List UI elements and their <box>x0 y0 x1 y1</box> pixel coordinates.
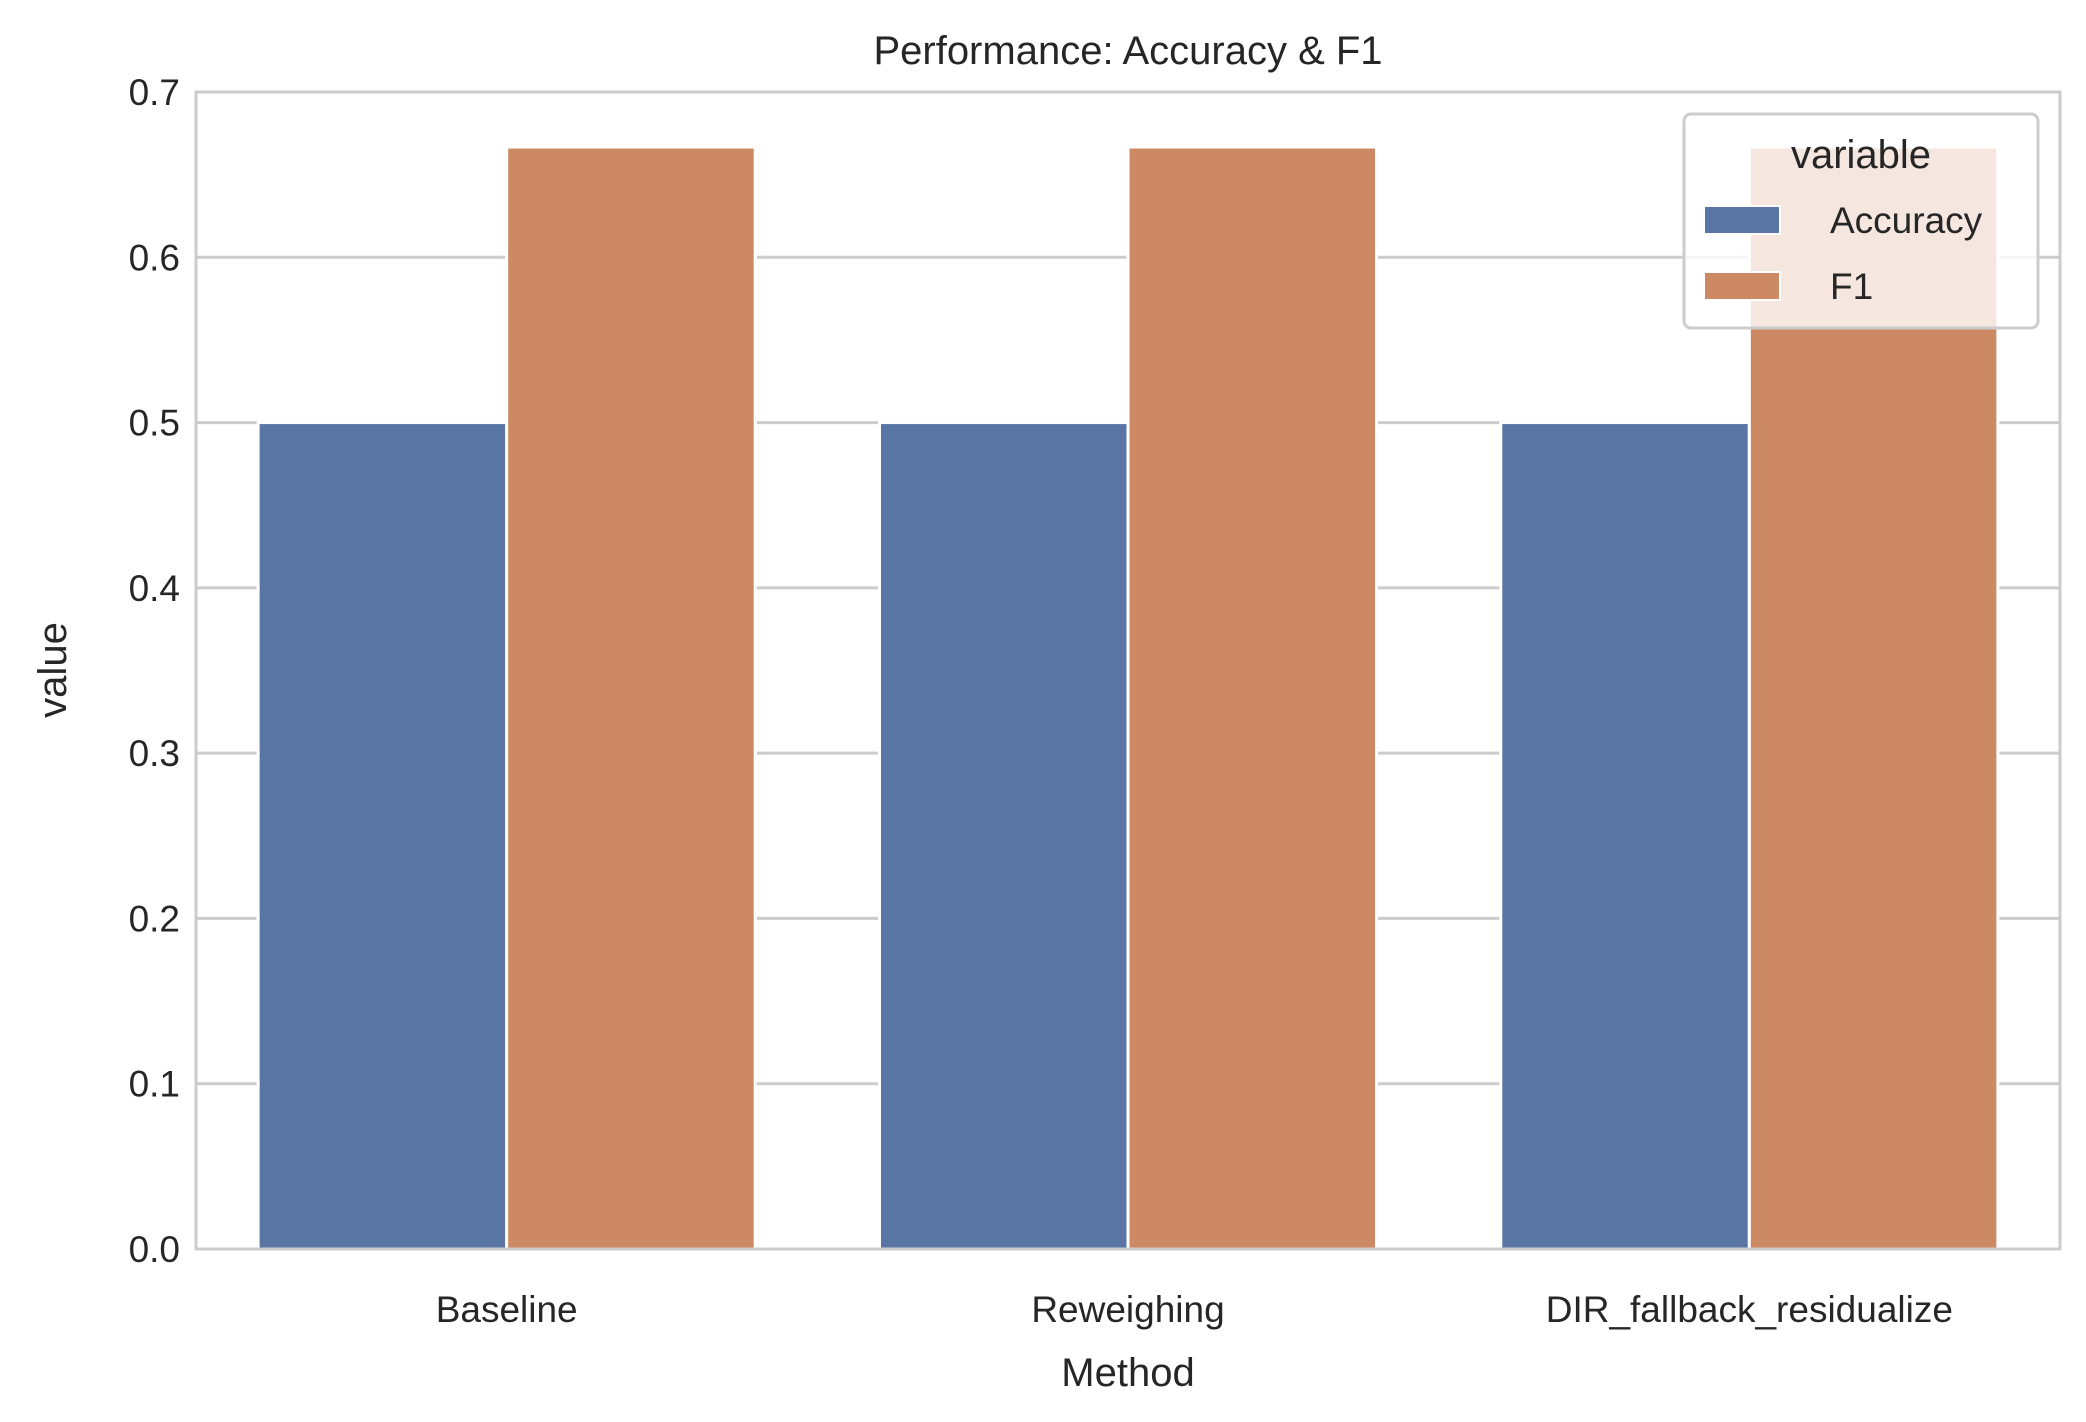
y-axis-label: value <box>31 622 75 718</box>
x-tick-label: Reweighing <box>1031 1289 1224 1330</box>
legend: variable Accuracy F1 <box>1682 112 2040 330</box>
y-tick-label: 0.1 <box>129 1064 180 1105</box>
bar-f1-baseline <box>505 145 757 1251</box>
bar-f1-reweighing <box>1126 145 1379 1251</box>
plot-frame <box>194 90 2062 1251</box>
x-tick-label: DIR_fallback_residualize <box>1546 1289 1953 1330</box>
y-tick-label: 0.2 <box>129 898 180 939</box>
y-tick-label: 0.0 <box>129 1229 180 1270</box>
bar-accuracy-reweighing <box>877 421 1130 1251</box>
bars <box>256 145 2000 1251</box>
y-tick-label: 0.7 <box>129 72 180 113</box>
legend-swatch-accuracy <box>1703 205 1781 235</box>
bar-accuracy-baseline <box>256 421 509 1251</box>
x-tick-labels: Baseline Reweighing DIR_fallback_residuali… <box>436 1289 1953 1330</box>
y-tick-labels: 0.0 0.1 0.2 0.3 0.4 0.5 0.6 0.7 <box>129 72 180 1270</box>
y-tick-label: 0.3 <box>129 733 180 774</box>
y-tick-label: 0.5 <box>129 403 180 444</box>
x-tick-label: Baseline <box>436 1289 578 1330</box>
chart-title: Performance: Accuracy & F1 <box>873 29 1382 73</box>
legend-title: variable <box>1791 133 1931 177</box>
bar-accuracy-dir_fallback_residualize <box>1499 421 1751 1251</box>
x-axis-label: Method <box>1061 1351 1194 1395</box>
y-tick-label: 0.6 <box>129 237 180 278</box>
legend-label-accuracy: Accuracy <box>1830 200 1983 241</box>
legend-label-f1: F1 <box>1830 266 1873 307</box>
y-tick-label: 0.4 <box>129 568 180 609</box>
legend-swatch-f1 <box>1703 271 1781 301</box>
bar-f1-dir_fallback_residualize <box>1747 145 2000 1251</box>
